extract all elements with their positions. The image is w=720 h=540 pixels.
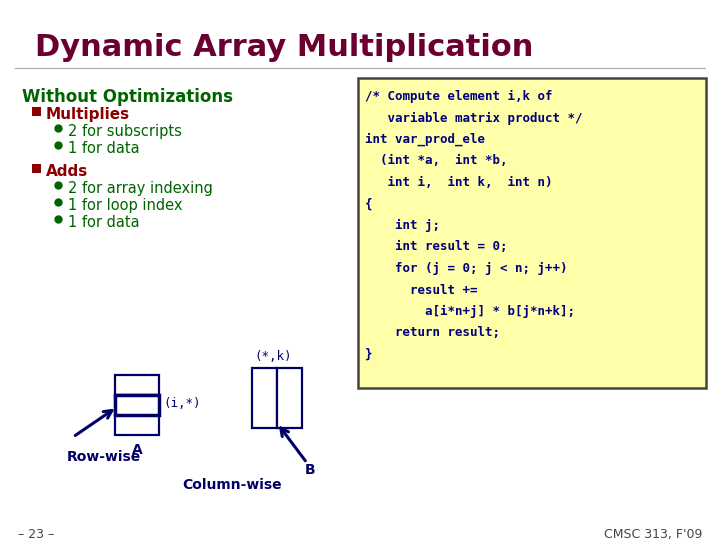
Text: Dynamic Array Multiplication: Dynamic Array Multiplication xyxy=(35,33,534,63)
Bar xyxy=(115,395,159,415)
Text: }: } xyxy=(365,348,372,361)
Text: int result = 0;: int result = 0; xyxy=(365,240,508,253)
Bar xyxy=(358,78,706,388)
Text: /* Compute element i,k of: /* Compute element i,k of xyxy=(365,90,552,103)
Bar xyxy=(32,107,41,116)
Text: 1 for data: 1 for data xyxy=(68,141,140,156)
Bar xyxy=(115,395,159,415)
Text: 1 for loop index: 1 for loop index xyxy=(68,198,182,213)
Text: 1 for data: 1 for data xyxy=(68,215,140,230)
Bar xyxy=(115,375,159,395)
Text: int j;: int j; xyxy=(365,219,440,232)
Text: (i,*): (i,*) xyxy=(163,397,200,410)
Bar xyxy=(252,368,277,428)
Text: for (j = 0; j < n; j++): for (j = 0; j < n; j++) xyxy=(365,262,567,275)
Bar xyxy=(277,368,302,428)
Text: return result;: return result; xyxy=(365,327,500,340)
Text: 2 for array indexing: 2 for array indexing xyxy=(68,181,213,196)
Text: Multiplies: Multiplies xyxy=(46,107,130,122)
Text: A: A xyxy=(132,443,143,457)
Text: CMSC 313, F'09: CMSC 313, F'09 xyxy=(603,528,702,540)
Text: Without Optimizations: Without Optimizations xyxy=(22,88,233,106)
Bar xyxy=(115,415,159,435)
Text: {: { xyxy=(365,198,372,211)
Text: a[i*n+j] * b[j*n+k];: a[i*n+j] * b[j*n+k]; xyxy=(365,305,575,318)
Bar xyxy=(32,164,41,173)
Text: int var_prod_ele: int var_prod_ele xyxy=(365,133,485,146)
Text: (*,k): (*,k) xyxy=(254,350,292,363)
Text: – 23 –: – 23 – xyxy=(18,528,54,540)
Text: Adds: Adds xyxy=(46,164,89,179)
Text: variable matrix product */: variable matrix product */ xyxy=(365,111,582,125)
Text: int i,  int k,  int n): int i, int k, int n) xyxy=(365,176,552,189)
Text: Column-wise: Column-wise xyxy=(182,478,282,492)
Text: Row-wise: Row-wise xyxy=(67,450,141,464)
Text: B: B xyxy=(305,463,315,477)
Text: result +=: result += xyxy=(365,284,477,296)
Text: 2 for subscripts: 2 for subscripts xyxy=(68,124,182,139)
Text: (int *a,  int *b,: (int *a, int *b, xyxy=(365,154,508,167)
